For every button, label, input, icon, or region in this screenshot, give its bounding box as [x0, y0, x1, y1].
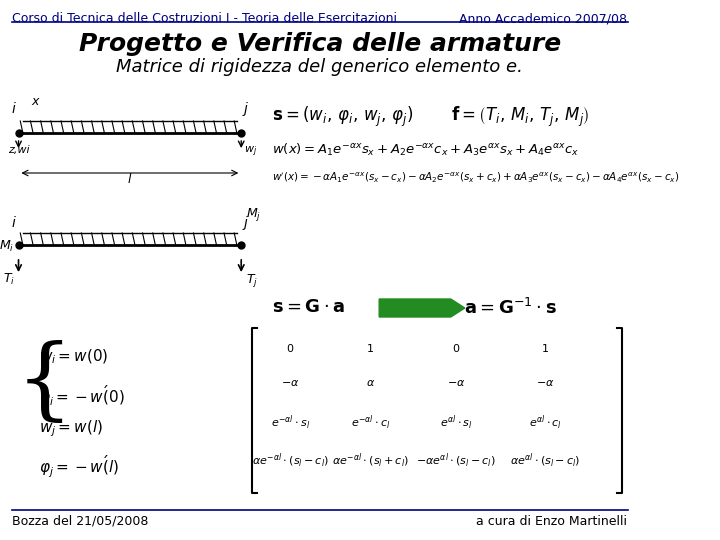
Text: $-\alpha e^{\alpha l}\cdot(s_l-c_l)$: $-\alpha e^{\alpha l}\cdot(s_l-c_l)$: [416, 452, 496, 470]
Text: j: j: [244, 102, 248, 116]
Text: $\mathbf{a} = \mathbf{G}^{-1} \cdot \mathbf{s}$: $\mathbf{a} = \mathbf{G}^{-1} \cdot \mat…: [464, 298, 557, 318]
Text: $\alpha$: $\alpha$: [366, 378, 375, 388]
Text: $w_j = w(l)$: $w_j = w(l)$: [39, 418, 102, 438]
Text: Bozza del 21/05/2008: Bozza del 21/05/2008: [12, 515, 149, 528]
Text: i: i: [12, 216, 15, 230]
Text: $\varphi_j = -w\'(l)$: $\varphi_j = -w\'(l)$: [39, 453, 119, 480]
Text: $-\alpha$: $-\alpha$: [281, 378, 300, 388]
Text: $l$: $l$: [127, 172, 132, 186]
Text: $0$: $0$: [452, 342, 460, 354]
Text: $\mathbf{f} = \left(T_i,\,M_i,\,T_j,\,M_j\right)$: $\mathbf{f} = \left(T_i,\,M_i,\,T_j,\,M_…: [451, 105, 590, 129]
Text: $e^{-\alpha l}\cdot s_l$: $e^{-\alpha l}\cdot s_l$: [271, 414, 310, 432]
Text: i: i: [12, 102, 15, 116]
Text: $\alpha e^{-\alpha l}\cdot(s_l+c_l)$: $\alpha e^{-\alpha l}\cdot(s_l+c_l)$: [332, 452, 409, 470]
Text: $w(x)=A_1 e^{-\alpha x}s_x + A_2 e^{-\alpha x}c_x + A_3 e^{\alpha x}s_x + A_4 e^: $w(x)=A_1 e^{-\alpha x}s_x + A_2 e^{-\al…: [271, 142, 579, 158]
Text: $0$: $0$: [286, 342, 294, 354]
Text: $1$: $1$: [541, 342, 549, 354]
Text: Anno Accademico 2007/08: Anno Accademico 2007/08: [459, 12, 627, 25]
Text: {: {: [16, 340, 73, 427]
Text: $T_i$: $T_i$: [3, 272, 15, 287]
Text: $\varphi_i = -w\'(0)$: $\varphi_i = -w\'(0)$: [39, 383, 125, 408]
Text: j: j: [244, 216, 248, 230]
Text: Corso di Tecnica delle Costruzioni I - Teoria delle Esercitazioni: Corso di Tecnica delle Costruzioni I - T…: [12, 12, 397, 25]
Text: $\alpha e^{\alpha l}\cdot(s_l-c_l)$: $\alpha e^{\alpha l}\cdot(s_l-c_l)$: [510, 452, 580, 470]
Text: $M_j$: $M_j$: [246, 206, 261, 223]
Text: $\mathbf{s} = \mathbf{G} \cdot \mathbf{a}$: $\mathbf{s} = \mathbf{G} \cdot \mathbf{a…: [271, 298, 345, 316]
Text: $\mathbf{s} = \left(w_i,\,\varphi_i,\,w_j,\,\varphi_j\right)$: $\mathbf{s} = \left(w_i,\,\varphi_i,\,w_…: [271, 105, 413, 129]
Text: $e^{-\alpha l}\cdot c_l$: $e^{-\alpha l}\cdot c_l$: [351, 414, 390, 432]
Text: a cura di Enzo Martinelli: a cura di Enzo Martinelli: [476, 515, 627, 528]
Text: $w'(x)=-\alpha A_1 e^{-\alpha x}(s_x-c_x)-\alpha A_2 e^{-\alpha x}(s_x+c_x)+\alp: $w'(x)=-\alpha A_1 e^{-\alpha x}(s_x-c_x…: [271, 170, 679, 184]
Text: z,wi: z,wi: [8, 145, 30, 155]
Text: $M_i$: $M_i$: [0, 239, 14, 254]
Text: $-\alpha$: $-\alpha$: [536, 378, 554, 388]
Text: $1$: $1$: [366, 342, 374, 354]
Text: $e^{\alpha l}\cdot c_l$: $e^{\alpha l}\cdot c_l$: [528, 414, 562, 432]
Text: $-\alpha$: $-\alpha$: [447, 378, 465, 388]
Text: Progetto e Verifica delle armature: Progetto e Verifica delle armature: [78, 32, 561, 56]
Text: $\alpha e^{-\alpha l}\cdot(s_l-c_l)$: $\alpha e^{-\alpha l}\cdot(s_l-c_l)$: [252, 452, 328, 470]
Text: $w_j$: $w_j$: [244, 144, 257, 159]
Text: $e^{\alpha l}\cdot s_l$: $e^{\alpha l}\cdot s_l$: [440, 414, 472, 432]
Text: $w_i = w(0)$: $w_i = w(0)$: [39, 348, 108, 367]
Text: Matrice di rigidezza del generico elemento e.: Matrice di rigidezza del generico elemen…: [117, 58, 523, 76]
FancyArrow shape: [379, 299, 465, 317]
Text: $T_j$: $T_j$: [246, 272, 258, 289]
Text: x: x: [32, 95, 39, 108]
